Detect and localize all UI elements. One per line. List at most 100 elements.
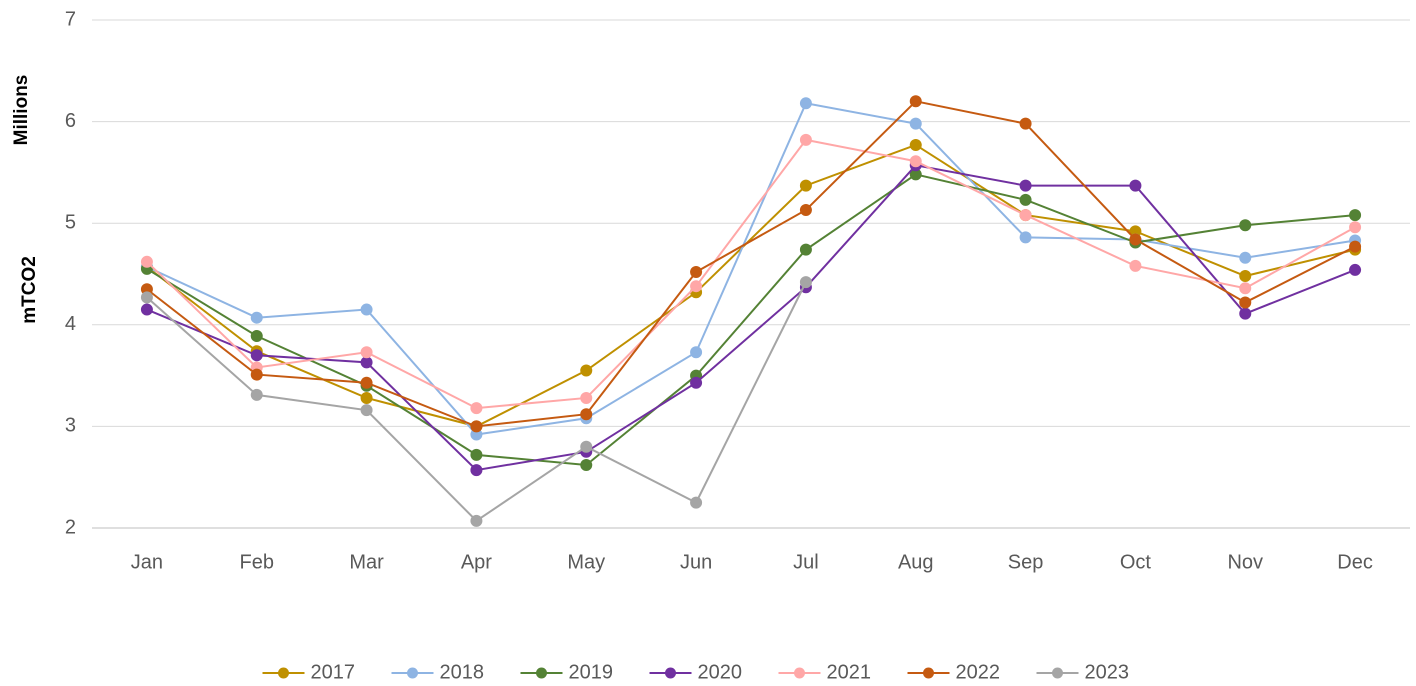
x-tick-label: Dec <box>1337 551 1373 573</box>
data-point <box>909 155 922 168</box>
legend-swatch-marker <box>923 667 934 679</box>
x-tick-label: Oct <box>1120 551 1152 573</box>
data-point <box>360 376 373 389</box>
legend-label: 2020 <box>698 661 743 683</box>
legend-swatch-marker <box>665 667 676 679</box>
series-line <box>146 173 1356 467</box>
data-point <box>909 138 922 151</box>
data-point <box>470 514 483 527</box>
data-point <box>799 133 812 146</box>
data-point <box>1129 179 1142 192</box>
series-line <box>146 143 1356 428</box>
data-point <box>1239 282 1252 295</box>
data-point <box>1349 221 1362 234</box>
legend-swatch-marker <box>278 667 289 679</box>
y-tick-label: 6 <box>65 110 76 132</box>
x-tick-label: Mar <box>349 551 384 573</box>
y-axis-title: mTCO2 <box>19 256 40 324</box>
y-tick-label: 3 <box>65 415 76 437</box>
data-point <box>1129 233 1142 246</box>
legend-swatch-marker <box>794 667 805 679</box>
legend-label: 2022 <box>956 661 1001 683</box>
legend-label: 2023 <box>1085 661 1130 683</box>
data-point <box>360 346 373 359</box>
data-point <box>360 404 373 417</box>
data-point <box>690 280 703 293</box>
data-point <box>690 496 703 509</box>
legend-label: 2021 <box>827 661 872 683</box>
data-point <box>1349 263 1362 276</box>
data-point <box>690 376 703 389</box>
legend-swatch-marker <box>407 667 418 679</box>
data-point <box>360 303 373 316</box>
data-point <box>1019 179 1032 192</box>
y-tick-label: 7 <box>65 8 76 30</box>
data-point <box>580 440 593 453</box>
x-tick-label: Nov <box>1227 551 1263 573</box>
data-point <box>1239 296 1252 309</box>
data-point <box>140 303 153 316</box>
x-tick-label: Jun <box>680 551 712 573</box>
data-point <box>470 464 483 477</box>
x-tick-label: Aug <box>898 551 934 573</box>
data-point <box>690 265 703 278</box>
legend-label: 2019 <box>569 661 614 683</box>
data-point <box>1239 307 1252 320</box>
data-point <box>1349 209 1362 222</box>
y-tick-label: 5 <box>65 211 76 233</box>
data-point <box>360 356 373 369</box>
x-tick-label: Jan <box>131 551 163 573</box>
data-point <box>140 291 153 304</box>
data-point <box>1239 270 1252 283</box>
y-tick-label: 2 <box>65 516 76 538</box>
data-point <box>1019 193 1032 206</box>
data-point <box>250 368 263 381</box>
data-point <box>799 97 812 110</box>
data-point <box>580 408 593 421</box>
data-point <box>690 346 703 359</box>
series-line <box>146 138 1356 410</box>
data-point <box>909 117 922 130</box>
series-line <box>146 102 1356 436</box>
series-line <box>146 281 807 523</box>
y-axis-units: Millions <box>11 75 32 146</box>
y-tick-label: 4 <box>65 313 76 335</box>
x-tick-label: May <box>567 551 605 573</box>
data-point <box>250 311 263 324</box>
data-point <box>580 459 593 472</box>
x-tick-label: Apr <box>461 551 492 573</box>
data-point <box>799 243 812 256</box>
data-point <box>1019 231 1032 244</box>
data-point <box>1129 259 1142 272</box>
legend-label: 2017 <box>311 661 356 683</box>
data-point <box>1239 251 1252 264</box>
data-point <box>470 420 483 433</box>
data-point <box>909 95 922 108</box>
data-point <box>799 179 812 192</box>
data-point <box>580 391 593 404</box>
data-point <box>799 276 812 289</box>
data-point <box>1019 209 1032 222</box>
x-tick-label: Feb <box>240 551 274 573</box>
series-line <box>146 100 1356 428</box>
data-point <box>470 448 483 461</box>
data-point <box>140 255 153 268</box>
data-point <box>1239 219 1252 232</box>
data-point <box>250 349 263 362</box>
data-point <box>799 203 812 216</box>
data-point <box>1349 240 1362 253</box>
data-point <box>360 391 373 404</box>
x-tick-label: Jul <box>793 551 819 573</box>
x-tick-label: Sep <box>1008 551 1044 573</box>
data-point <box>1019 117 1032 130</box>
legend-swatch-marker <box>536 667 547 679</box>
series-line <box>146 164 1356 472</box>
legend-swatch-marker <box>1052 667 1063 679</box>
data-point <box>470 402 483 415</box>
data-point <box>250 329 263 342</box>
legend-label: 2018 <box>440 661 485 683</box>
data-point <box>250 388 263 401</box>
data-point <box>580 364 593 377</box>
